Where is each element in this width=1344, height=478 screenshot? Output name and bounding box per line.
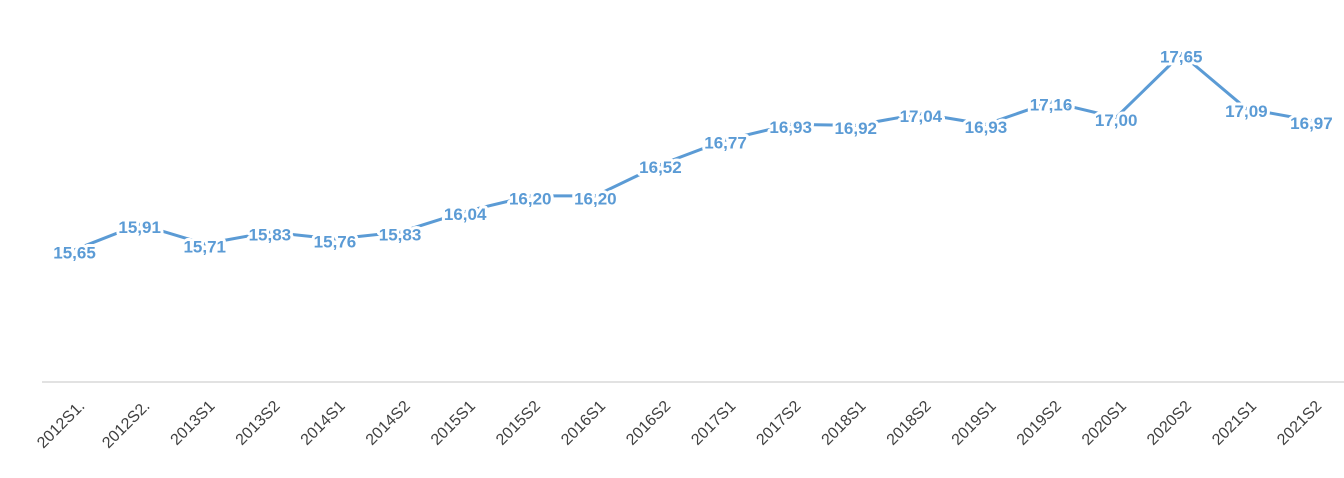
x-tick-label: 2017S1 — [688, 398, 739, 449]
data-label: 16,92 — [834, 119, 877, 138]
data-label: 16,52 — [639, 158, 682, 177]
x-tick-label: 2014S2 — [363, 398, 414, 449]
data-label: 15,91 — [118, 218, 161, 237]
data-label: 16,77 — [704, 134, 747, 153]
x-tick-label: 2020S1 — [1079, 398, 1130, 449]
x-tick-label: 2012S2. — [99, 398, 153, 452]
x-tick-label: 2013S1 — [168, 398, 219, 449]
x-tick-label: 2019S1 — [949, 398, 1000, 449]
data-label: 15,71 — [183, 237, 226, 256]
data-label: 17,04 — [900, 107, 943, 126]
x-tick-label: 2019S2 — [1014, 398, 1065, 449]
data-label: 15,83 — [249, 226, 292, 245]
x-tick-label: 2015S1 — [428, 398, 479, 449]
x-tick-label: 2014S1 — [298, 398, 349, 449]
data-label: 16,04 — [444, 205, 487, 224]
x-tick-label: 2016S1 — [558, 398, 609, 449]
data-label: 17,09 — [1225, 102, 1268, 121]
x-tick-label: 2017S2 — [753, 398, 804, 449]
data-label: 17,65 — [1160, 47, 1203, 66]
x-tick-label: 2013S2 — [233, 398, 284, 449]
data-label: 15,65 — [53, 243, 96, 262]
data-label: 15,83 — [379, 226, 422, 245]
x-tick-label: 2020S2 — [1144, 398, 1195, 449]
x-tick-label: 2015S2 — [493, 398, 544, 449]
x-tick-label: 2021S1 — [1209, 398, 1260, 449]
data-label: 16,97 — [1290, 114, 1333, 133]
x-tick-label: 2016S2 — [623, 398, 674, 449]
x-tick-label: 2018S1 — [819, 398, 870, 449]
data-line — [73, 51, 1312, 252]
data-label: 16,20 — [574, 189, 617, 208]
data-label: 17,00 — [1095, 111, 1138, 130]
x-tick-label: 2021S2 — [1274, 398, 1325, 449]
data-label: 17,16 — [1030, 95, 1073, 114]
x-tick-label: 2018S2 — [884, 398, 935, 449]
data-label: 16,20 — [509, 189, 552, 208]
data-label: 16,93 — [965, 118, 1008, 137]
data-label: 15,76 — [314, 232, 357, 251]
x-tick-label: 2012S1. — [34, 398, 88, 452]
data-label: 16,93 — [769, 118, 812, 137]
